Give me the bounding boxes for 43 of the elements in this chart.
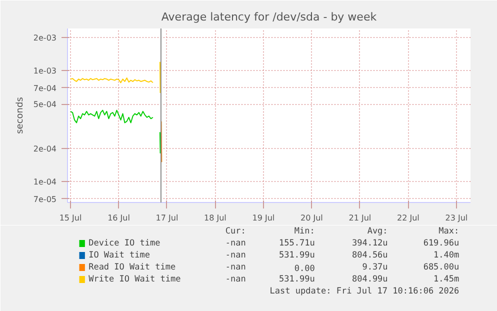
y-tick-label: 2e-03 — [33, 33, 56, 42]
x-tick-label: 22 Jul — [397, 214, 420, 222]
legend-label: Write IO Wait time — [88, 274, 181, 284]
text: 531.99u — [278, 250, 315, 260]
y-tick-label: 1e-04 — [33, 178, 56, 187]
y-tick-label: 1e-03 — [33, 66, 56, 76]
text: 685.00u — [423, 262, 460, 272]
legend-label: IO Wait time — [88, 250, 150, 260]
text: Last update: Fri Jul 17 10:16:06 2026 — [270, 286, 460, 296]
x-tick-label: 15 Jul — [59, 214, 82, 222]
text: -nan — [225, 238, 246, 248]
text: 531.99u — [278, 274, 315, 284]
y-tick-label: 7e-05 — [33, 194, 56, 204]
text: 0.00 — [294, 264, 315, 274]
text: 804.99u — [352, 274, 388, 284]
x-tick-label: 18 Jul — [204, 214, 226, 222]
chart-title: Average latency for /dev/sda - by week — [161, 10, 378, 24]
legend-label: Device IO time — [88, 238, 160, 248]
text: Min: — [294, 226, 315, 236]
text: 804.56u — [352, 250, 388, 260]
text: 1.45m — [434, 274, 460, 284]
text: 394.12u — [352, 238, 388, 248]
text: -nan — [225, 250, 246, 260]
x-tick-label: 20 Jul — [300, 214, 323, 222]
y-tick-label: 5e-04 — [33, 100, 56, 110]
y-axis-title: seconds — [15, 96, 26, 134]
text: Avg: — [367, 226, 388, 236]
text: 155.71u — [278, 238, 315, 248]
x-tick-label: 17 Jul — [156, 214, 178, 222]
text: Cur: — [225, 226, 246, 236]
text: -nan — [225, 274, 246, 284]
y-tick-label: 7e-04 — [33, 84, 56, 93]
y-tick-label: 2e-04 — [33, 144, 56, 154]
x-tick-label: 21 Jul — [348, 214, 372, 222]
x-tick-label: 23 Jul — [445, 214, 468, 222]
text: -nan — [225, 262, 246, 272]
x-tick-label: 16 Jul — [108, 214, 130, 222]
text: 619.96u — [423, 238, 460, 248]
legend-label: Read IO Wait time — [88, 262, 176, 272]
text: 9.37u — [362, 262, 388, 272]
x-tick-label: 19 Jul — [252, 214, 275, 222]
text: 1.40m — [434, 250, 460, 260]
text: Max: — [438, 226, 460, 236]
